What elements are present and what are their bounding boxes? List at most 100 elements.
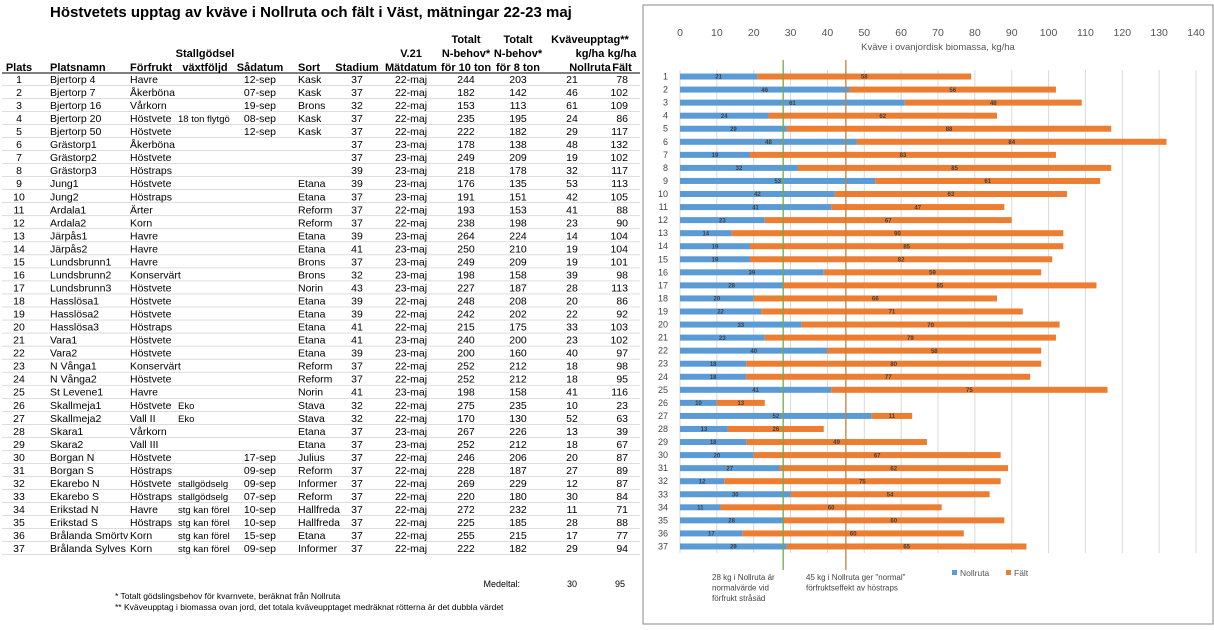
table-cell: N Vånga1 xyxy=(50,361,97,373)
data-label: 39 xyxy=(749,271,756,277)
page-title: Höstvetets upptag av kväve i Nollruta oc… xyxy=(50,4,572,21)
table-cell: 32 xyxy=(351,100,363,112)
x-tick-label: 120 xyxy=(1114,27,1132,39)
table-cell: 20 xyxy=(13,322,25,334)
bar-segment xyxy=(786,543,1027,550)
table-cell: 18 xyxy=(566,439,578,451)
table-cell: 252 xyxy=(457,439,475,451)
bar-segment xyxy=(680,295,754,302)
table-cell: Höstvete xyxy=(130,309,172,321)
table-cell: Havre xyxy=(130,243,158,255)
table-cell: Höstvete xyxy=(130,178,172,190)
bar-segment xyxy=(680,99,905,106)
table-cell: 22-maj xyxy=(395,452,427,464)
table-cell: Vara2 xyxy=(50,348,77,360)
data-label: 61 xyxy=(984,179,991,185)
bar-segment xyxy=(680,530,743,537)
table-cell: Lundsbrunn1 xyxy=(50,256,111,268)
table-cell: 244 xyxy=(457,74,475,86)
table-cell: 182 xyxy=(509,543,527,555)
table-cell: 53 xyxy=(566,178,578,190)
data-label: 23 xyxy=(719,218,726,224)
data-label: 28 xyxy=(728,284,735,290)
table-cell: Etana xyxy=(298,426,326,438)
bar-segment xyxy=(753,295,997,302)
table-cell: 41 xyxy=(351,322,363,334)
table-cell: Bjertorp 20 xyxy=(50,113,102,125)
table-cell: 22-maj xyxy=(395,309,427,321)
table-cell: 97 xyxy=(616,348,628,360)
table-cell: 22-maj xyxy=(395,400,427,412)
table-cell: 37 xyxy=(351,374,363,386)
bar-segment xyxy=(680,386,832,393)
bar-segment xyxy=(680,256,751,263)
bar-segment xyxy=(680,439,747,446)
table-cell: 37 xyxy=(351,113,363,125)
table-cell: Höstraps xyxy=(130,517,172,529)
bar-segment xyxy=(790,491,990,498)
data-label: 82 xyxy=(898,257,905,263)
table-cell: 2 xyxy=(16,87,22,99)
table-cell: Höstvete xyxy=(130,126,172,138)
table-cell: 39 xyxy=(351,165,363,177)
x-tick-label: 40 xyxy=(822,27,834,39)
table-cell: Bjertorp 4 xyxy=(50,74,96,86)
x-tick-label: 130 xyxy=(1150,27,1168,39)
table-cell: 52 xyxy=(566,413,578,425)
table-cell: 208 xyxy=(509,296,527,308)
table-cell: 30 xyxy=(566,491,578,503)
table-cell: 101 xyxy=(610,256,628,268)
table-cell: 08-sep xyxy=(244,113,276,125)
table-cell: Informer xyxy=(298,478,338,490)
data-label: 61 xyxy=(789,101,796,107)
table-cell: St Levene1 xyxy=(50,387,103,399)
table-cell: stg kan förel xyxy=(178,505,230,516)
table-cell: 180 xyxy=(509,491,527,503)
data-label: 65 xyxy=(903,545,910,551)
table-cell: 170 xyxy=(457,413,475,425)
table-cell: 182 xyxy=(509,126,527,138)
bar-segment xyxy=(742,530,964,537)
table-cell: 220 xyxy=(457,491,475,503)
x-tick-label: 60 xyxy=(895,27,907,39)
table-cell: 22-maj xyxy=(395,74,427,86)
data-label: 60 xyxy=(850,532,857,538)
table-cell: Höstvete xyxy=(130,348,172,360)
table-cell: 37 xyxy=(351,517,363,529)
column-header: växtföljd xyxy=(182,62,227,74)
y-tick-label: 10 xyxy=(658,189,668,199)
bar-segment xyxy=(680,373,747,380)
table-cell: 18 ton flytgö xyxy=(178,114,230,125)
table-cell: 37 xyxy=(351,126,363,138)
table-cell: Etana xyxy=(298,335,326,347)
table-cell: Borgan N xyxy=(50,452,94,464)
table-cell: 135 xyxy=(509,178,527,190)
table-cell: Höstraps xyxy=(130,165,172,177)
bar-segment xyxy=(680,217,765,224)
table-cell: 37 xyxy=(351,256,363,268)
table-cell: 23-maj xyxy=(395,256,427,268)
table-cell: 22-maj xyxy=(395,204,427,216)
table-cell: 28 xyxy=(566,282,578,294)
table-cell: 103 xyxy=(610,322,628,334)
data-label: 18 xyxy=(710,440,717,446)
data-label: 26 xyxy=(772,427,779,433)
table-cell: 200 xyxy=(509,335,527,347)
table-cell: Stava xyxy=(298,400,325,412)
table-cell: 210 xyxy=(509,243,527,255)
table-cell: 10 xyxy=(13,191,25,203)
table-cell: 86 xyxy=(616,113,628,125)
table-cell: 22-maj xyxy=(395,491,427,503)
data-label: 88 xyxy=(946,127,953,133)
reference-annotation: 28 kg i Nollruta är xyxy=(712,573,775,582)
table-cell: N Vånga2 xyxy=(50,374,97,386)
table-cell: Reform xyxy=(298,465,333,477)
table-cell: 23-maj xyxy=(395,243,427,255)
bar-segment xyxy=(680,543,787,550)
data-label: 12 xyxy=(699,479,706,485)
data-label: 75 xyxy=(859,479,866,485)
table-cell: 42 xyxy=(566,191,578,203)
column-header: Mätdatum xyxy=(385,62,437,74)
data-label: 23 xyxy=(719,336,726,342)
y-tick-label: 13 xyxy=(658,228,668,238)
